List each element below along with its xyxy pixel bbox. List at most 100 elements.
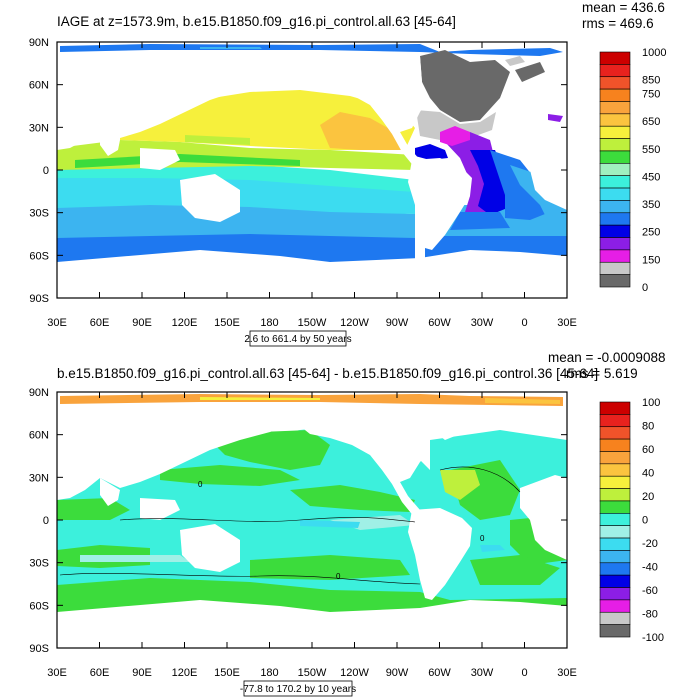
colorbar-swatch (599, 475, 631, 489)
x-tick-label: 0 (521, 667, 527, 679)
x-tick-label: 30W (471, 317, 494, 329)
colorbar-swatch (599, 237, 631, 251)
colorbar-swatch (599, 438, 631, 452)
colorbar-swatch (599, 51, 631, 65)
y-tick-label: 90N (29, 37, 49, 49)
x-tick-label: 90E (132, 667, 152, 679)
colorbar-swatch (599, 513, 631, 526)
colorbar-swatch (599, 463, 631, 477)
colorbar-swatch (599, 200, 631, 214)
colorbar-swatch (599, 414, 631, 428)
x-tick-label: 60W (428, 667, 451, 679)
top-map (57, 42, 567, 298)
colorbar-label: -80 (642, 609, 658, 621)
top-panel: IAGE at z=1573.9m, b.e15.B1850.f09_g16.p… (29, 0, 666, 347)
y-tick-label: 0 (43, 515, 49, 527)
bottom-rms: rms = 5.619 (566, 366, 638, 381)
colorbar-swatch (599, 587, 631, 601)
colorbar-swatch (599, 426, 631, 440)
colorbar-label: -40 (642, 562, 658, 574)
x-tick-label: 150E (214, 317, 240, 329)
x-tick-label: 30E (47, 667, 67, 679)
colorbar-label: 40 (642, 468, 654, 480)
y-tick-label: 90N (29, 387, 49, 399)
colorbar-swatch (599, 488, 631, 502)
bottom-map: 0 0 0 (57, 392, 567, 648)
y-tick-label: 90S (29, 643, 49, 655)
x-tick-label: 60E (90, 317, 110, 329)
colorbar-label: 0 (642, 515, 648, 527)
y-tick-label: 60N (29, 80, 49, 92)
colorbar-label: 60 (642, 444, 654, 456)
colorbar-swatch (599, 562, 631, 576)
colorbar-label: 150 (642, 254, 660, 266)
x-tick-label: 90W (386, 317, 409, 329)
x-tick-label: 30W (471, 667, 494, 679)
colorbar-swatch (599, 138, 631, 152)
x-tick-label: 60E (90, 667, 110, 679)
colorbar-swatch (599, 537, 631, 551)
top-contour-info: 2.6 to 661.4 by 50 years (244, 334, 351, 345)
top-rms: rms = 469.6 (582, 16, 654, 31)
colorbar-swatch (599, 624, 631, 638)
x-tick-label: 180 (260, 317, 278, 329)
x-tick-label: 120E (172, 667, 198, 679)
colorbar-swatch (599, 451, 631, 465)
colorbar-label: -60 (642, 585, 658, 597)
colorbar-label: 250 (642, 227, 660, 239)
top-title: IAGE at z=1573.9m, b.e15.B1850.f09_g16.p… (57, 14, 456, 29)
x-tick-label: 90E (132, 317, 152, 329)
bottom-mean: mean = -0.0009088 (548, 350, 665, 365)
colorbar-label: 850 (642, 75, 660, 87)
top-mean: mean = 436.6 (582, 0, 665, 15)
colorbar-swatch (599, 175, 631, 189)
colorbar-label: 550 (642, 144, 660, 156)
colorbar-swatch (599, 212, 631, 226)
x-tick-label: 30E (47, 317, 67, 329)
x-tick-label: 120W (340, 317, 369, 329)
x-tick-label: 120E (172, 317, 198, 329)
bottom-title: b.e15.B1850.f09_g16.pi_control.all.63 [4… (57, 366, 598, 381)
x-tick-label: 90W (386, 667, 409, 679)
colorbar-label: 450 (642, 171, 660, 183)
colorbar-swatch (599, 88, 631, 102)
colorbar-swatch (599, 550, 631, 564)
colorbar-swatch (599, 101, 631, 115)
x-tick-label: 30E (557, 317, 577, 329)
y-tick-label: 60N (29, 430, 49, 442)
y-tick-label: 30S (29, 208, 49, 220)
colorbar-swatch (599, 401, 631, 415)
y-tick-label: 30N (29, 472, 49, 484)
colorbar-swatch (599, 261, 631, 275)
colorbar-swatch (599, 150, 631, 164)
top-contour-box (249, 330, 347, 347)
colorbar-swatch (599, 611, 631, 625)
y-tick-label: 90S (29, 293, 49, 305)
colorbar-swatch (599, 76, 631, 90)
x-tick-label: 150W (298, 667, 327, 679)
colorbar-swatch (599, 500, 631, 514)
colorbar-swatch (599, 249, 631, 263)
contour-label: 0 (480, 534, 485, 543)
colorbar-swatch (599, 599, 631, 613)
colorbar-label: 0 (642, 282, 648, 294)
y-tick-label: 60S (29, 250, 49, 262)
colorbar-swatch (599, 163, 631, 176)
x-tick-label: 150W (298, 317, 327, 329)
colorbar-label: 1000 (642, 47, 666, 59)
bottom-axes: 30E 60E 90E 120E 150E 180 150W 120W 90W 60W 30W 0 30… (29, 387, 577, 679)
colorbar-label: 100 (642, 397, 660, 409)
colorbar-swatch (599, 64, 631, 78)
colorbar-label: 750 (642, 88, 660, 100)
contour-label: 0 (198, 480, 203, 489)
colorbar-swatch (599, 274, 631, 288)
colorbar-label: -100 (642, 632, 664, 644)
bottom-panel: b.e15.B1850.f09_g16.pi_control.all.63 [4… (29, 350, 665, 697)
colorbar-label: 80 (642, 421, 654, 433)
bottom-colorbar: 100 80 60 40 20 0 -20 -40 -60 -80 -100 (599, 397, 664, 644)
colorbar-label: -20 (642, 538, 658, 550)
colorbar-swatch (599, 187, 631, 201)
colorbar-swatch (599, 224, 631, 238)
